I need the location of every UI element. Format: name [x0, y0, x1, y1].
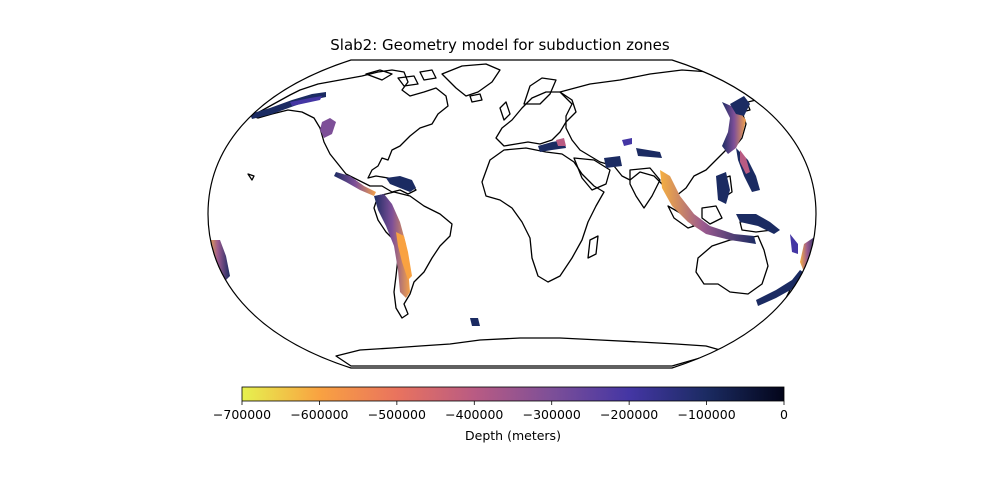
slab-vanuatu [790, 234, 798, 254]
madagascar-coast [587, 235, 599, 259]
slab-central-america [334, 172, 376, 196]
colorbar-tick-label: −400000 [445, 407, 503, 422]
slab-kermadec [756, 270, 806, 306]
arctic-islands-coast [365, 69, 437, 87]
uk-coast [499, 101, 511, 121]
antarctica-coast [335, 337, 721, 367]
slab-himalaya [622, 138, 632, 146]
slab-south-america-deep [396, 232, 412, 280]
slab-sumatra-java [660, 170, 756, 244]
europe-coast [495, 91, 577, 147]
slab-south-america [374, 194, 410, 298]
slab-alaska [290, 96, 322, 106]
africa-coast [481, 147, 605, 283]
north-america-coast [251, 69, 449, 195]
india-coast [629, 167, 661, 209]
colorbar-gradient [241, 386, 785, 402]
hawaii-coast [247, 173, 255, 181]
colorbar-tick-label: −100000 [677, 407, 735, 422]
slab-hellenic [556, 138, 566, 146]
greenland-coast [441, 63, 501, 97]
colorbar-ticks: −700000 −600000 −500000 −400000 −300000 −2000… [213, 401, 788, 422]
slab-cascadia [320, 118, 336, 138]
colorbar-tick-label: −500000 [368, 407, 426, 422]
arabia-coast [573, 157, 611, 191]
slab-izu-deep [740, 150, 750, 174]
slab-pamir [636, 148, 662, 158]
slab-kuril [730, 96, 750, 116]
slab-scotia [470, 318, 480, 326]
coastlines [247, 63, 801, 367]
colorbar-tick-label: −700000 [213, 407, 271, 422]
colorbar-tick-label: −300000 [523, 407, 581, 422]
colorbar: −700000 −600000 −500000 −400000 −300000 −2000… [213, 386, 788, 422]
borneo-coast [701, 205, 723, 225]
slab-layer [208, 92, 816, 326]
map-boundary [207, 59, 817, 369]
scandinavia-coast [523, 77, 557, 105]
plot-title: Slab2: Geometry model for subduction zon… [330, 36, 670, 54]
colorbar-tick-label: −600000 [290, 407, 348, 422]
slab-new-guinea [736, 214, 780, 234]
slab-philippines [716, 172, 730, 204]
slab-caribbean [386, 176, 416, 192]
colorbar-tick-label: −200000 [600, 407, 658, 422]
australia-coast [695, 235, 769, 295]
iceland-coast [469, 93, 483, 103]
colorbar-tick-label: 0 [780, 407, 788, 422]
slab-makran [604, 156, 622, 168]
colorbar-label: Depth (meters) [465, 428, 561, 443]
